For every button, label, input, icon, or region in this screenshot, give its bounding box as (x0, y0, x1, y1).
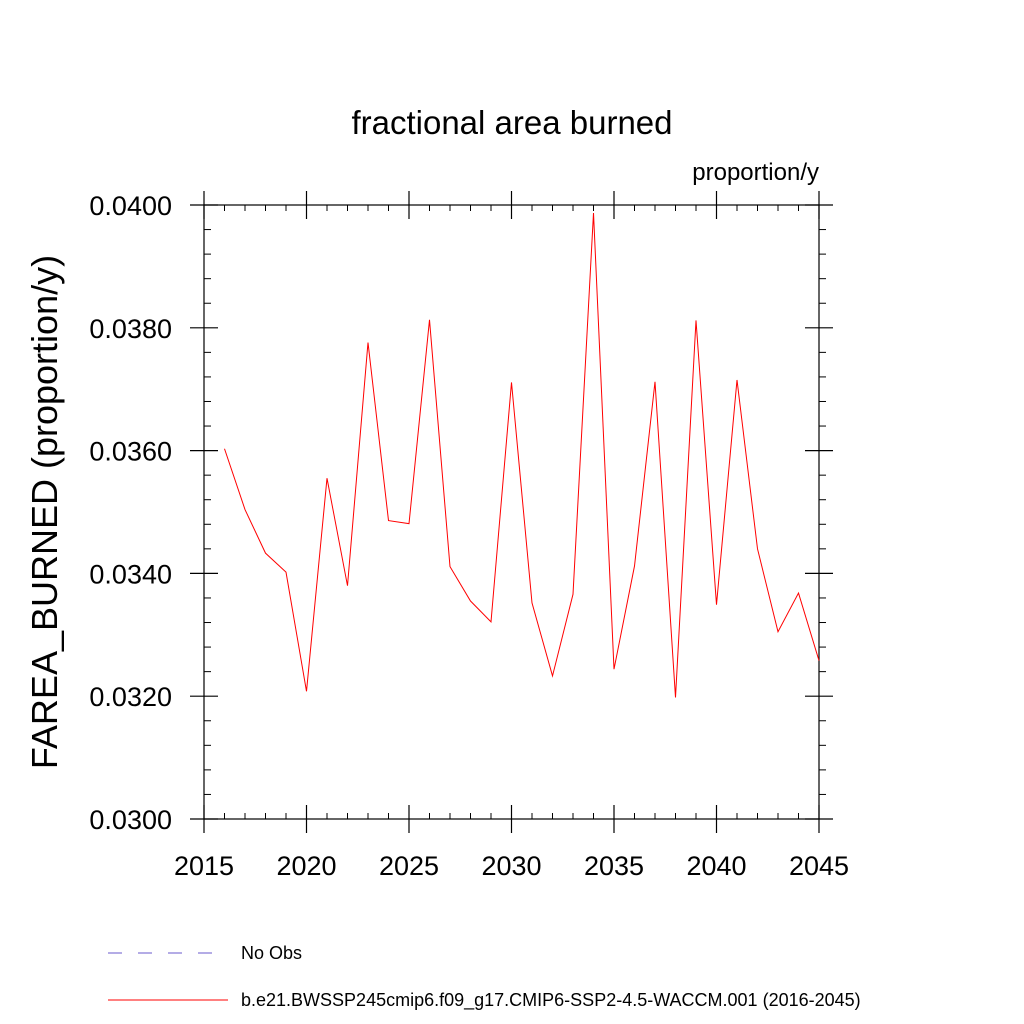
y-tick-label: 0.0380 (89, 314, 172, 344)
y-tick-label: 0.0340 (89, 559, 172, 589)
plot-frame (203, 204, 820, 820)
x-tick-label: 2040 (686, 851, 746, 881)
x-tick-label: 2035 (584, 851, 644, 881)
y-tick-label: 0.0300 (89, 805, 172, 835)
legend-label-no-obs: No Obs (241, 943, 302, 963)
x-tick-label: 2025 (379, 851, 439, 881)
legend-label-series: b.e21.BWSSP245cmip6.f09_g17.CMIP6-SSP2-4… (241, 990, 861, 1011)
x-tick-labels: 2015 2020 2025 2030 2035 2040 2045 (174, 851, 849, 881)
x-tick-label: 2030 (481, 851, 541, 881)
units-label: proportion/y (692, 159, 819, 186)
y-axis-label: FAREA_BURNED (proportion/y) (24, 255, 65, 769)
y-tick-label: 0.0360 (89, 437, 172, 467)
y-tick-labels: 0.0300 0.0320 0.0340 0.0360 0.0380 0.0400 (89, 191, 172, 835)
y-tick-label: 0.0320 (89, 682, 172, 712)
series-line-0 (224, 212, 820, 698)
legend: No Obs b.e21.BWSSP245cmip6.f09_g17.CMIP6… (108, 943, 861, 1011)
x-tick-label: 2020 (276, 851, 336, 881)
y-tick-label: 0.0400 (89, 191, 172, 221)
series-group (224, 212, 820, 698)
chart-title: fractional area burned (351, 104, 672, 141)
x-tick-label: 2045 (789, 851, 849, 881)
axis-ticks (190, 191, 833, 833)
x-tick-label: 2015 (174, 851, 234, 881)
